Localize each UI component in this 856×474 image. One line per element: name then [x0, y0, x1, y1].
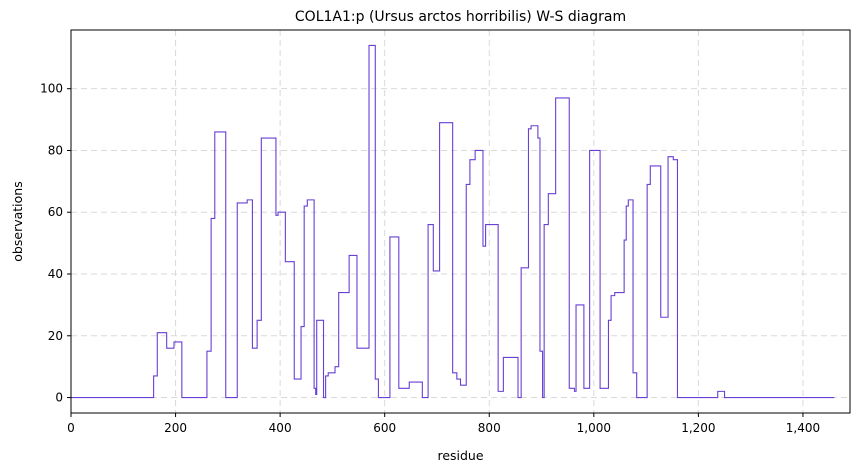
x-tick-label: 1,200 — [681, 421, 715, 435]
x-tick-label: 1,000 — [577, 421, 611, 435]
x-tick-label: 1,400 — [786, 421, 820, 435]
x-tick-label: 800 — [478, 421, 501, 435]
y-tick-label: 60 — [48, 205, 63, 219]
y-tick-label: 100 — [40, 82, 63, 96]
series-line — [71, 44, 835, 399]
plot-frame — [70, 29, 851, 414]
x-axis-label: residue — [437, 448, 483, 463]
y-tick-label: 0 — [55, 391, 63, 405]
axis-ticks: 0 200 400 600 800 1,000 1,200 1,400 0 20 40 60 80 100 — [40, 82, 820, 435]
x-tick-label: 200 — [164, 421, 187, 435]
y-tick-label: 20 — [48, 329, 63, 343]
grid-lines — [71, 30, 850, 413]
chart-title: COL1A1:p (Ursus arctos horribilis) W-S d… — [295, 9, 626, 25]
y-axis-label: observations — [10, 181, 25, 261]
y-tick-label: 40 — [48, 267, 63, 281]
x-tick-label: 400 — [269, 421, 292, 435]
y-tick-label: 80 — [48, 143, 63, 157]
x-tick-label: 0 — [67, 421, 75, 435]
x-tick-label: 600 — [373, 421, 396, 435]
